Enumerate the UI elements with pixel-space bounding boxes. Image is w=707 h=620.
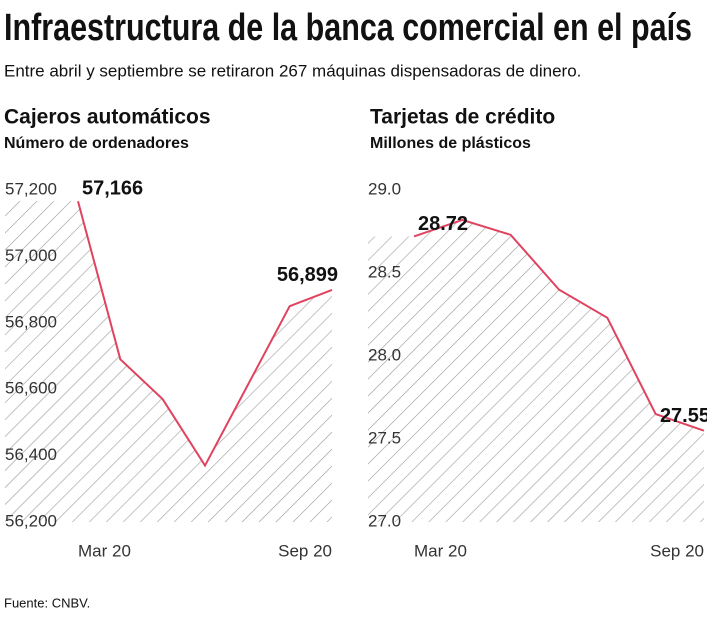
y-tick-label: 56,200 <box>5 511 57 530</box>
y-tick-label: 56,400 <box>5 445 57 464</box>
line <box>77 201 333 468</box>
y-tick-label: 56,600 <box>5 379 57 398</box>
area <box>368 219 704 522</box>
y-tick-label: 57,000 <box>5 246 57 265</box>
x-tick-label: Mar 20 <box>78 541 131 560</box>
x-tick-label: Sep 20 <box>278 541 332 560</box>
value-label: 28.72 <box>418 213 468 235</box>
x-tick-label: Sep 20 <box>650 541 704 560</box>
source: Fuente: CNBV. <box>4 595 90 610</box>
value-label: 56,899 <box>277 264 338 286</box>
y-tick-label: 29.0 <box>368 179 401 198</box>
y-tick-label: 57,200 <box>5 179 57 198</box>
chart-subtitle: Número de ordenadores <box>4 135 189 152</box>
page-subtitle: Entre abril y septiembre se retiraron 26… <box>4 61 581 80</box>
y-tick-label: 56,800 <box>5 312 57 331</box>
area <box>5 201 332 522</box>
chart-subtitle: Millones de plásticos <box>370 135 531 152</box>
chart-title: Tarjetas de crédito <box>370 106 555 129</box>
y-tick-label: 27.0 <box>368 511 401 530</box>
page-title: Infraestructura de la banca comercial en… <box>4 7 692 49</box>
y-tick-label: 28.5 <box>368 262 401 281</box>
value-label: 57,166 <box>82 178 143 200</box>
value-label: 27.55 <box>660 405 707 427</box>
x-tick-label: Mar 20 <box>414 541 467 560</box>
y-tick-label: 28.0 <box>368 345 401 364</box>
y-tick-label: 27.5 <box>368 428 401 447</box>
chart-title: Cajeros automáticos <box>4 106 211 129</box>
line <box>413 218 705 432</box>
